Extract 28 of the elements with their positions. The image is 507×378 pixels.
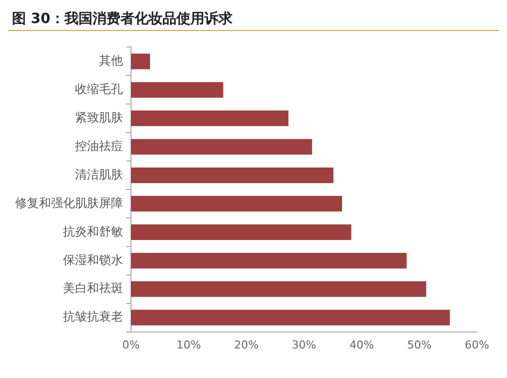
y-tick-label: 抗皱抗衰老 bbox=[63, 310, 123, 324]
chart-title: 图 30：我国消费者化妆品使用诉求 bbox=[11, 10, 234, 29]
bar bbox=[131, 252, 407, 268]
x-tick-label: 30% bbox=[292, 338, 316, 352]
y-tick-label: 收缩毛孔 bbox=[75, 82, 123, 96]
y-tick-label: 保湿和锁水 bbox=[63, 252, 123, 267]
x-tick-label: 40% bbox=[349, 338, 374, 352]
x-tick-label: 60% bbox=[464, 338, 490, 352]
bar bbox=[131, 196, 342, 212]
x-tick-label: 20% bbox=[234, 338, 259, 352]
y-tick-label: 其他 bbox=[99, 54, 123, 68]
y-tick-label: 清洁肌肤 bbox=[75, 167, 123, 182]
y-tick-label: 抗炎和舒敏 bbox=[63, 224, 123, 238]
bar bbox=[131, 54, 150, 70]
y-tick-label: 美白和祛斑 bbox=[63, 281, 123, 296]
bar bbox=[131, 110, 288, 126]
bar bbox=[131, 82, 224, 98]
x-tick-label: 50% bbox=[407, 338, 432, 352]
bar bbox=[131, 167, 334, 184]
x-tick-label: 10% bbox=[176, 338, 201, 352]
y-tick-label: 控油祛痘 bbox=[75, 138, 123, 153]
y-tick-label: 紧致肌肤 bbox=[75, 110, 123, 124]
x-tick-label: 0% bbox=[122, 338, 140, 352]
y-tick-label: 修复和强化肌肤屏障 bbox=[15, 196, 123, 210]
bar bbox=[131, 310, 450, 326]
bar bbox=[131, 281, 426, 297]
bar bbox=[131, 224, 352, 240]
bar bbox=[131, 138, 312, 155]
